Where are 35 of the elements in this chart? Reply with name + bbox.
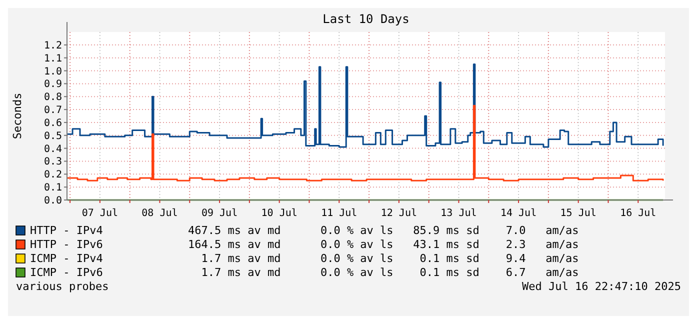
y-tick-label: 0.4: [44, 144, 62, 155]
x-tick-label: 12 Jul: [380, 208, 417, 219]
y-tick-label: 1.2: [44, 40, 62, 52]
legend-label: ICMP - IPv4: [30, 252, 104, 265]
y-tick-label: 0.6: [44, 118, 62, 129]
y-tick-label: 0.7: [44, 105, 62, 116]
legend-label: HTTP - IPv4: [30, 224, 104, 237]
y-tick-label: 0.1: [44, 182, 62, 194]
y-tick-label: 0.5: [44, 130, 62, 142]
y-tick-label: 0.2: [44, 170, 62, 181]
x-tick-label: 09 Jul: [201, 208, 238, 219]
legend-label: HTTP - IPv6: [30, 238, 103, 251]
text: 1.7 ms av md 0.0 % av ls 0.1 ms sd 9.4 am/as: [188, 252, 579, 265]
y-tick-label: 0.3: [44, 156, 62, 168]
y-axis-title: Seconds: [11, 92, 24, 140]
legend-label: ICMP - IPv6: [30, 266, 103, 279]
y-tick-label: 0.0: [44, 196, 62, 206]
y-tick-label: 1.1: [44, 53, 62, 64]
text: Wed Jul 16 22:47:10 2025: [522, 280, 681, 293]
y-tick-label: 0.9: [44, 79, 62, 90]
x-tick-label: 07 Jul: [82, 208, 118, 219]
x-tick-label: 13 Jul: [440, 208, 477, 219]
x-tick-label: 15 Jul: [560, 208, 596, 219]
text: various probes: [16, 280, 109, 293]
x-tick-label: 11 Jul: [321, 208, 358, 219]
y-tick-label: 0.8: [44, 92, 62, 104]
text: 1.7 ms av md 0.0 % av ls 0.1 ms sd 6.7 am/as: [188, 266, 579, 279]
y-tick-label: 1.0: [44, 66, 62, 78]
x-tick-label: 10 Jul: [261, 208, 298, 219]
text: 164.5 ms av md 0.0 % av ls 43.1 ms sd 2.3 am/as: [188, 238, 579, 251]
chart-title: Last 10 Days: [322, 12, 410, 26]
text: 467.5 ms av md 0.0 % av ls 85.9 ms sd 7.0 am/as: [188, 224, 579, 237]
x-tick-label: 16 Jul: [620, 208, 656, 219]
x-tick-label: 14 Jul: [500, 208, 537, 219]
x-tick-label: 08 Jul: [142, 208, 178, 219]
